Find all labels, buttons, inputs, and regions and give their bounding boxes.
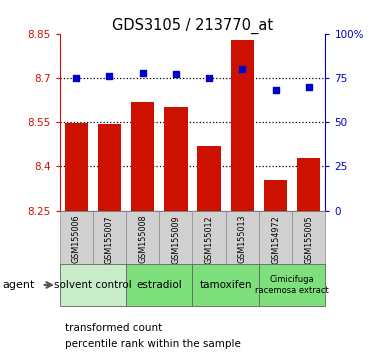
Bar bbox=[198, 146, 221, 211]
Point bbox=[73, 75, 79, 81]
Text: estradiol: estradiol bbox=[136, 280, 182, 290]
Text: transformed count: transformed count bbox=[65, 323, 163, 333]
Bar bbox=[192, 211, 226, 264]
Bar bbox=[126, 264, 192, 306]
Point bbox=[140, 70, 146, 75]
Text: agent: agent bbox=[2, 280, 34, 290]
Text: GSM155009: GSM155009 bbox=[171, 215, 181, 263]
Point bbox=[239, 66, 245, 72]
Bar bbox=[231, 40, 254, 211]
Bar bbox=[60, 264, 126, 306]
Point bbox=[173, 72, 179, 77]
Bar bbox=[131, 102, 154, 211]
Bar bbox=[226, 211, 259, 264]
Text: Cimicifuga
racemosa extract: Cimicifuga racemosa extract bbox=[255, 275, 329, 295]
Title: GDS3105 / 213770_at: GDS3105 / 213770_at bbox=[112, 17, 273, 34]
Text: GSM155013: GSM155013 bbox=[238, 215, 247, 263]
Text: GSM154972: GSM154972 bbox=[271, 215, 280, 264]
Point bbox=[306, 84, 312, 90]
Text: solvent control: solvent control bbox=[54, 280, 132, 290]
Text: percentile rank within the sample: percentile rank within the sample bbox=[65, 339, 241, 349]
Bar bbox=[159, 211, 192, 264]
Bar bbox=[297, 158, 320, 211]
Bar bbox=[192, 264, 259, 306]
Text: GSM155008: GSM155008 bbox=[138, 215, 147, 263]
Text: GSM155005: GSM155005 bbox=[304, 215, 313, 263]
Bar bbox=[60, 211, 93, 264]
Point bbox=[106, 73, 112, 79]
Bar bbox=[259, 264, 325, 306]
Text: GSM155012: GSM155012 bbox=[204, 215, 214, 263]
Point bbox=[273, 87, 279, 93]
Text: tamoxifen: tamoxifen bbox=[199, 280, 252, 290]
Text: GSM155007: GSM155007 bbox=[105, 215, 114, 263]
Text: GSM155006: GSM155006 bbox=[72, 215, 81, 263]
Bar bbox=[164, 107, 187, 211]
Bar bbox=[126, 211, 159, 264]
Bar bbox=[292, 211, 325, 264]
Bar bbox=[93, 211, 126, 264]
Bar bbox=[98, 124, 121, 211]
Point bbox=[206, 75, 212, 81]
Bar bbox=[264, 179, 287, 211]
Bar bbox=[259, 211, 292, 264]
Bar bbox=[65, 123, 88, 211]
